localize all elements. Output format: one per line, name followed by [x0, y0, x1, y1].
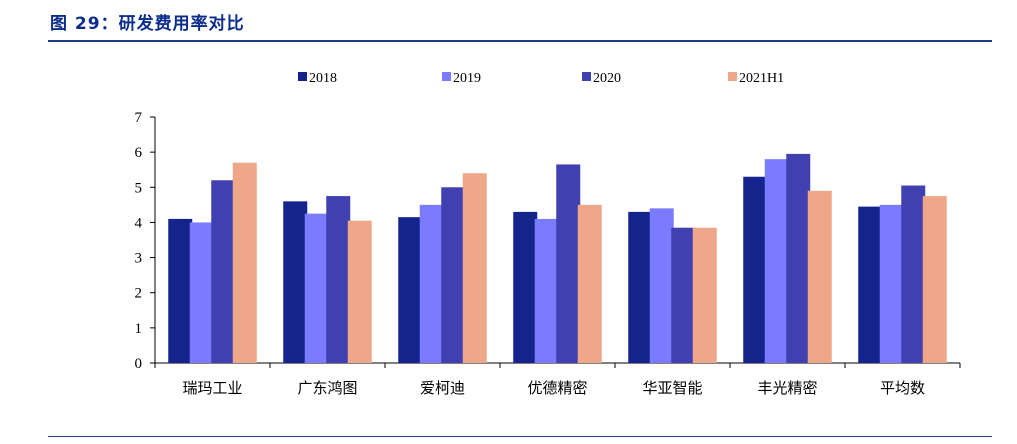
- bar: [168, 218, 193, 363]
- x-category-label: 优德精密: [527, 379, 587, 397]
- legend-label: 2018: [309, 71, 337, 86]
- bar: [692, 227, 717, 363]
- figure-title: 图 29：研发费用率对比: [50, 14, 245, 34]
- bars-group: [168, 153, 947, 363]
- x-category-label: 平均数: [880, 379, 925, 397]
- legend-swatch: [298, 72, 307, 81]
- x-category-label: 丰光精密: [757, 379, 817, 397]
- bottom-divider: [48, 436, 992, 437]
- bar: [534, 218, 559, 363]
- bar: [326, 196, 351, 363]
- bar: [901, 185, 926, 363]
- bar: [513, 211, 538, 363]
- bar: [462, 173, 487, 363]
- bar: [556, 164, 581, 363]
- legend-label: 2020: [593, 71, 621, 86]
- bar: [858, 206, 883, 363]
- bar: [189, 222, 214, 363]
- bar: [649, 208, 674, 363]
- bar: [743, 176, 768, 363]
- x-category-label: 广东鸿图: [297, 379, 357, 397]
- x-category-label: 爱柯迪: [420, 379, 465, 397]
- bar: [398, 217, 423, 363]
- y-tick-label: 1: [135, 321, 143, 337]
- title-divider: [48, 40, 992, 42]
- bar: [211, 180, 236, 363]
- bar: [671, 227, 696, 363]
- y-axis: 0 1 2 3 4 5 6 7: [135, 110, 156, 372]
- y-tick-label: 3: [135, 251, 143, 267]
- bar: [232, 162, 257, 363]
- bar: [577, 204, 602, 363]
- y-tick-label: 6: [135, 145, 143, 161]
- bar: [807, 190, 832, 363]
- bar: [304, 213, 329, 363]
- y-tick-label: 2: [135, 286, 143, 302]
- legend-swatch: [728, 72, 737, 81]
- legend-label: 2019: [453, 71, 481, 86]
- y-tick-label: 7: [135, 110, 143, 126]
- legend-swatch: [442, 72, 451, 81]
- bar: [786, 153, 811, 363]
- chart-legend: 2018 2019 2020 2021H1: [298, 71, 784, 86]
- y-tick-label: 0: [135, 356, 143, 372]
- y-tick-label: 5: [135, 180, 143, 196]
- y-tick-label: 4: [135, 215, 143, 231]
- bar: [419, 204, 444, 363]
- bar: [879, 204, 904, 363]
- bar: [283, 201, 308, 363]
- x-category-label: 瑞玛工业: [182, 379, 242, 397]
- bar: [764, 159, 789, 363]
- bar: [347, 220, 372, 363]
- x-axis: 瑞玛工业 广东鸿图 爱柯迪 优德精密 华亚智能 丰光精密 平均数: [154, 362, 961, 397]
- bar: [628, 211, 653, 363]
- x-category-label: 华亚智能: [642, 379, 702, 397]
- legend-swatch: [582, 72, 591, 81]
- bar: [922, 196, 947, 363]
- bar: [441, 187, 466, 363]
- legend-label: 2021H1: [739, 71, 784, 86]
